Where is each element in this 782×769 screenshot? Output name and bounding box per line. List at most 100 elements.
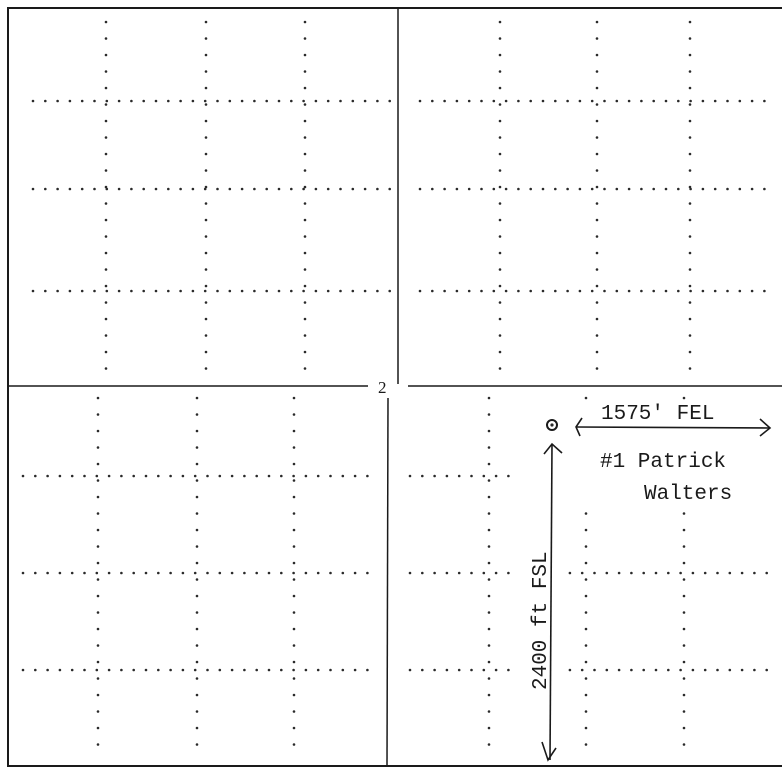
grid-dot	[195, 495, 199, 499]
grid-dot	[195, 710, 199, 713]
south-offset-arrowhead-bottom	[541, 741, 557, 762]
grid-dot	[204, 235, 208, 238]
grid-dot	[105, 289, 109, 293]
grid-dot	[682, 743, 686, 746]
grid-dot	[498, 218, 502, 222]
grid-dot	[203, 289, 207, 293]
grid-dot	[195, 660, 199, 664]
grid-dot	[366, 474, 369, 478]
grid-dot	[169, 571, 172, 575]
grid-dot	[46, 474, 49, 478]
grid-dot	[388, 289, 392, 293]
grid-dot	[104, 53, 108, 57]
grid-dot	[228, 99, 232, 103]
grid-dot	[292, 677, 296, 680]
grid-dot	[595, 119, 599, 123]
grid-dot	[96, 528, 100, 532]
grid-dot	[595, 53, 599, 57]
grid-dot	[701, 187, 705, 191]
grid-dot	[363, 187, 367, 191]
grid-dot	[595, 317, 599, 321]
grid-dot	[326, 99, 330, 103]
grid-dot	[627, 187, 631, 191]
grid-dot	[21, 668, 25, 672]
grid-dot	[682, 512, 686, 515]
grid-dot	[167, 187, 170, 191]
grid-dot	[584, 528, 588, 532]
grid-dot	[682, 528, 686, 532]
grid-dot	[277, 289, 281, 293]
grid-dot	[682, 396, 686, 400]
grid-dot	[56, 99, 59, 103]
grid-dot	[688, 152, 692, 156]
grid-dot	[376, 289, 379, 293]
grid-dot	[351, 187, 355, 191]
grid-dot	[195, 627, 199, 631]
grid-dot	[169, 668, 172, 672]
grid-dot	[104, 185, 108, 189]
grid-dot	[304, 474, 308, 478]
grid-dot	[498, 251, 502, 255]
grid-dot	[265, 187, 269, 191]
grid-dot	[292, 644, 296, 647]
grid-dot	[117, 99, 121, 103]
grid-dot	[682, 578, 686, 581]
grid-dot	[314, 99, 318, 103]
grid-dot	[688, 334, 692, 337]
grid-dot	[688, 136, 692, 139]
grid-dot	[96, 413, 100, 416]
grid-dot	[44, 289, 47, 293]
grid-dot	[584, 726, 588, 730]
grid-dot	[487, 594, 491, 598]
grid-dot	[253, 187, 256, 191]
grid-dot	[541, 99, 545, 103]
grid-dot	[292, 512, 296, 515]
grid-dot	[480, 289, 483, 293]
grid-dot	[193, 668, 197, 672]
grid-dot	[595, 169, 599, 172]
grid-dot	[181, 571, 185, 575]
grid-dot	[738, 187, 742, 191]
grid-dot	[470, 571, 473, 575]
grid-dot	[541, 187, 545, 191]
grid-dot	[228, 187, 232, 191]
section-number: 2	[378, 378, 387, 397]
grid-dot	[679, 668, 682, 672]
grid-dot	[654, 668, 658, 672]
grid-dot	[290, 99, 293, 103]
grid-dot	[688, 317, 692, 321]
grid-dot	[96, 611, 100, 614]
south-offset-label: 2400 ft FSL	[530, 551, 553, 690]
grid-dot	[169, 474, 172, 478]
grid-dot	[230, 668, 234, 672]
grid-dot	[314, 187, 318, 191]
grid-dot	[120, 474, 123, 478]
grid-dot	[688, 20, 692, 24]
grid-dot	[640, 187, 643, 191]
grid-dot	[292, 446, 296, 449]
grid-dot	[316, 474, 320, 478]
grid-dot	[688, 284, 692, 288]
grid-dot	[21, 474, 25, 478]
grid-dot	[292, 495, 296, 499]
grid-dot	[277, 99, 281, 103]
grid-dot	[195, 462, 199, 466]
grid-dot	[726, 99, 729, 103]
grid-dot	[498, 317, 502, 321]
grid-dot	[688, 119, 692, 123]
grid-dot	[96, 693, 100, 697]
grid-dot	[96, 710, 100, 713]
grid-dot	[292, 413, 296, 416]
grid-dot	[467, 187, 471, 191]
grid-dot	[455, 99, 459, 103]
grid-dot	[104, 284, 108, 288]
grid-dot	[504, 289, 508, 293]
grid-dot	[487, 578, 491, 581]
grid-dot	[303, 202, 307, 205]
grid-dot	[487, 462, 491, 466]
grid-dot	[204, 202, 208, 205]
grid-dot	[584, 561, 588, 565]
grid-dot	[292, 578, 296, 581]
grid-dot	[290, 289, 293, 293]
grid-dot	[228, 289, 232, 293]
